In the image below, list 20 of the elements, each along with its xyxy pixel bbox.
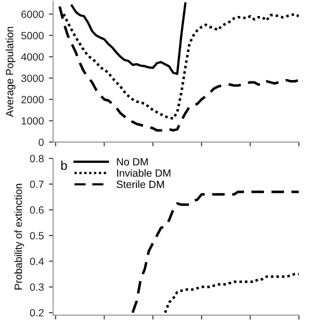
y-tick-label: 1000 bbox=[22, 117, 44, 125]
y-tick-label: 0.5 bbox=[30, 232, 44, 240]
y-tick-label: 5000 bbox=[21, 32, 44, 40]
legend-label: Sterile DM bbox=[116, 180, 164, 188]
y-axis-title: Probability of extinction bbox=[14, 184, 24, 290]
y-tick-label: 0.4 bbox=[30, 258, 44, 266]
y-tick-label: 3000 bbox=[21, 74, 44, 82]
y-tick-label: 6000 bbox=[21, 10, 44, 18]
y-tick-label: 0.8 bbox=[30, 154, 44, 162]
y-tick-label: 0.6 bbox=[30, 206, 44, 214]
y-tick-label: 0 bbox=[38, 138, 44, 146]
annotation: b bbox=[61, 160, 67, 170]
legend-label: No DM bbox=[117, 158, 148, 166]
y-axis-title: Average Population bbox=[6, 26, 16, 118]
legend-label: Inviable DM bbox=[117, 169, 170, 177]
y-tick-label: 0.7 bbox=[30, 180, 44, 188]
y-tick-label: 0.2 bbox=[30, 309, 44, 317]
y-tick-label: 2000 bbox=[21, 96, 44, 104]
y-tick-label: 4000 bbox=[21, 53, 44, 61]
y-tick-label: 0.3 bbox=[30, 283, 44, 291]
